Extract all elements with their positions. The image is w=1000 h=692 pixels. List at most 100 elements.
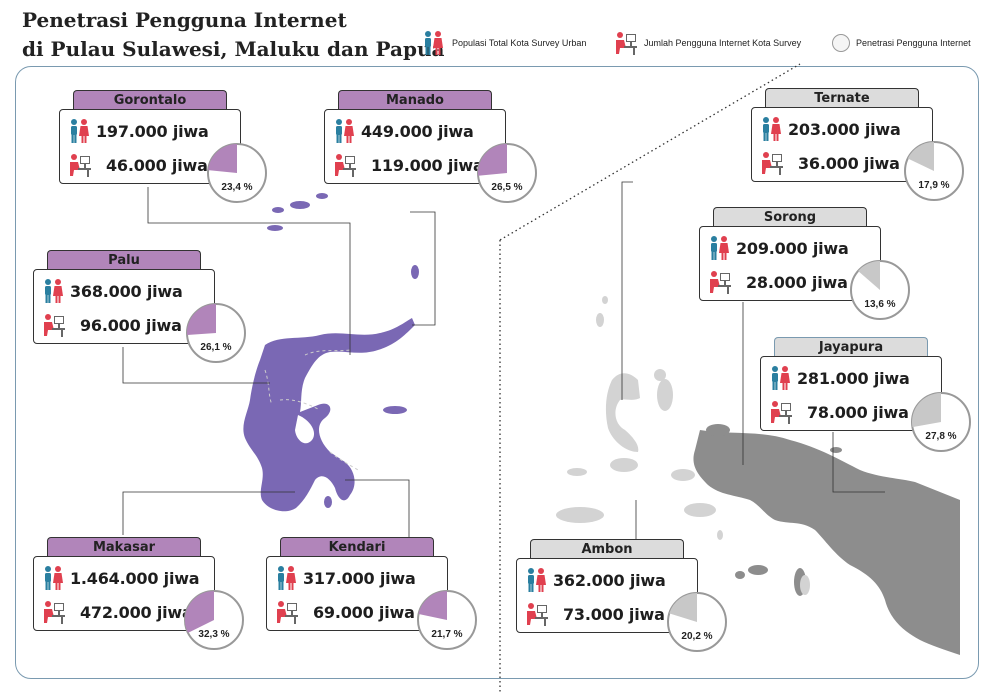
users-value: 46.000 jiwa: [106, 155, 208, 175]
population-value: 317.000 jiwa: [303, 568, 416, 588]
penetration-label: 17,9 %: [918, 180, 950, 191]
pie-slice: [418, 591, 447, 620]
users-value: 78.000 jiwa: [807, 402, 909, 422]
city-stats-box: 203.000 jiwa 36.000 jiwa: [751, 107, 933, 182]
computer-user-icon: [612, 30, 638, 56]
penetration-pie: [206, 142, 268, 204]
pie-slice: [187, 304, 216, 335]
users-value: 119.000 jiwa: [371, 155, 484, 175]
city-name-tab: Ternate: [765, 88, 919, 108]
population-row: 1.464.000 jiwa: [40, 565, 200, 591]
users-row: 96.000 jiwa: [40, 312, 182, 338]
city-name-tab: Sorong: [713, 207, 867, 227]
population-row: 203.000 jiwa: [758, 116, 901, 142]
city-stats-box: 362.000 jiwa 73.000 jiwa: [516, 558, 698, 633]
page-title: Penetrasi Pengguna Internet di Pulau Sul…: [22, 6, 444, 64]
title-line-2: di Pulau Sulawesi, Maluku dan Papua: [22, 37, 445, 61]
penetration-label: 21,7 %: [431, 629, 463, 640]
pie-slice: [858, 261, 880, 290]
computer-user-icon: [40, 312, 66, 338]
users-row: 36.000 jiwa: [758, 150, 900, 176]
users-value: 28.000 jiwa: [746, 272, 848, 292]
maluku-islands: [556, 296, 810, 595]
penetration-label: 20,2 %: [681, 631, 713, 642]
users-value: 472.000 jiwa: [80, 602, 193, 622]
pie-slice: [185, 591, 214, 633]
population-row: 197.000 jiwa: [66, 118, 209, 144]
city-name-tab: Kendari: [280, 537, 434, 557]
population-value: 449.000 jiwa: [361, 121, 474, 141]
penetration-label: 23,4 %: [221, 182, 253, 193]
penetration-pie: [666, 591, 728, 653]
pie-slice: [912, 393, 941, 428]
city-name-tab: Gorontalo: [73, 90, 227, 110]
users-row: 73.000 jiwa: [523, 601, 665, 627]
title-line-1: Penetrasi Pengguna Internet: [22, 8, 347, 32]
population-row: 368.000 jiwa: [40, 278, 183, 304]
city-name-tab: Manado: [338, 90, 492, 110]
penetration-pie: [185, 302, 247, 364]
city-stats-box: 197.000 jiwa 46.000 jiwa: [59, 109, 241, 184]
pie-slice: [478, 144, 507, 176]
people-icon: [331, 118, 357, 144]
users-row: 46.000 jiwa: [66, 152, 208, 178]
legend-population-label: Populasi Total Kota Survey Urban: [452, 38, 587, 48]
pie-slice: [208, 144, 237, 173]
sulawesi-map: [243, 193, 419, 512]
population-row: 449.000 jiwa: [331, 118, 474, 144]
penetration-label: 26,5 %: [491, 182, 523, 193]
population-value: 368.000 jiwa: [70, 281, 183, 301]
people-icon: [767, 365, 793, 391]
computer-user-icon: [767, 399, 793, 425]
legend-users-label: Jumlah Pengguna Internet Kota Survey: [644, 38, 802, 48]
penetration-pie: [903, 140, 965, 202]
computer-user-icon: [331, 152, 357, 178]
population-value: 281.000 jiwa: [797, 368, 910, 388]
people-icon: [706, 235, 732, 261]
people-icon: [273, 565, 299, 591]
people-icon: [420, 30, 446, 56]
penetration-label: 26,1 %: [200, 342, 232, 353]
people-icon: [523, 567, 549, 593]
users-row: 69.000 jiwa: [273, 599, 415, 625]
population-value: 203.000 jiwa: [788, 119, 901, 139]
computer-user-icon: [523, 601, 549, 627]
population-row: 281.000 jiwa: [767, 365, 910, 391]
legend-penetration: Penetrasi Pengguna Internet: [832, 34, 971, 52]
legend: Populasi Total Kota Survey Urban Jumlah …: [420, 30, 995, 60]
penetration-label: 27,8 %: [925, 431, 957, 442]
population-value: 1.464.000 jiwa: [70, 568, 200, 588]
legend-users: Jumlah Pengguna Internet Kota Survey: [612, 30, 801, 56]
map-frame: [15, 66, 979, 679]
connectors: [122, 181, 885, 539]
people-icon: [40, 278, 66, 304]
people-icon: [758, 116, 784, 142]
population-row: 209.000 jiwa: [706, 235, 849, 261]
city-name-tab: Palu: [47, 250, 201, 270]
penetration-label: 13,6 %: [864, 299, 896, 310]
population-row: 362.000 jiwa: [523, 567, 666, 593]
pie-slice: [669, 593, 697, 622]
users-value: 96.000 jiwa: [80, 315, 182, 335]
penetration-pie: [476, 142, 538, 204]
population-value: 197.000 jiwa: [96, 121, 209, 141]
penetration-label: 32,3 %: [198, 629, 230, 640]
people-icon: [40, 565, 66, 591]
users-row: 78.000 jiwa: [767, 399, 909, 425]
city-name-tab: Makasar: [47, 537, 201, 557]
city-stats-box: 449.000 jiwa 119.000 jiwa: [324, 109, 506, 184]
users-value: 69.000 jiwa: [313, 602, 415, 622]
population-value: 209.000 jiwa: [736, 238, 849, 258]
users-row: 472.000 jiwa: [40, 599, 193, 625]
users-row: 119.000 jiwa: [331, 152, 484, 178]
penetration-pie: [183, 589, 245, 651]
computer-user-icon: [40, 599, 66, 625]
computer-user-icon: [706, 269, 732, 295]
papua-map: [693, 424, 960, 655]
computer-user-icon: [758, 150, 784, 176]
people-icon: [66, 118, 92, 144]
legend-penetration-label: Penetrasi Pengguna Internet: [856, 38, 971, 48]
penetration-pie: [416, 589, 478, 651]
legend-population: Populasi Total Kota Survey Urban: [420, 30, 586, 56]
